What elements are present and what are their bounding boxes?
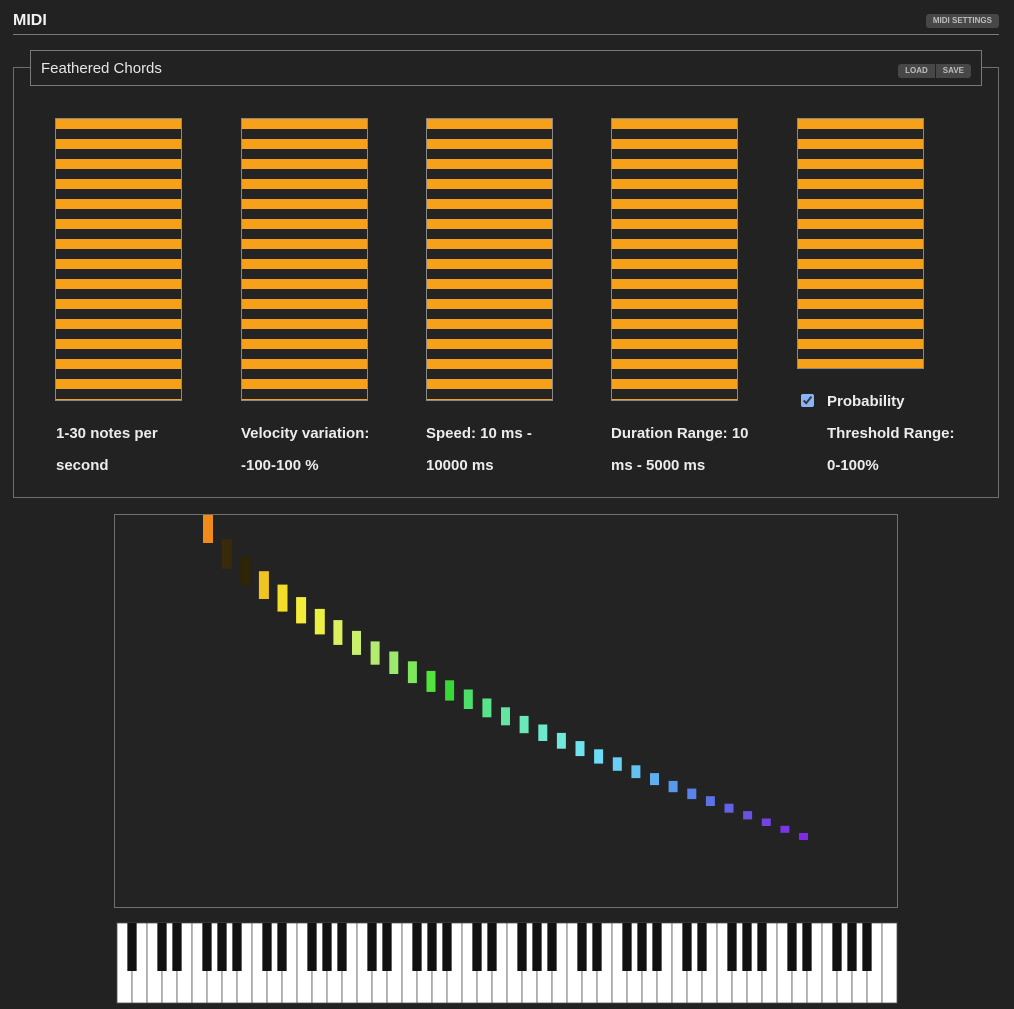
note-block (389, 651, 399, 674)
black-key[interactable] (727, 923, 737, 971)
preset-button-group: LOAD SAVE (898, 64, 971, 78)
note-block (463, 689, 473, 709)
note-block (799, 833, 808, 840)
black-key[interactable] (487, 923, 497, 971)
black-key[interactable] (217, 923, 227, 971)
note-block (556, 732, 566, 749)
duration-range-label: Duration Range: 10 ms - 5000 ms (611, 425, 749, 474)
black-key[interactable] (742, 923, 752, 971)
black-key[interactable] (307, 923, 317, 971)
black-key[interactable] (787, 923, 797, 971)
note-block (221, 539, 232, 569)
black-key[interactable] (547, 923, 557, 971)
speed-label: Speed: 10 ms - 10000 ms (426, 425, 532, 474)
note-block (519, 715, 529, 734)
load-button[interactable]: LOAD (898, 64, 935, 78)
black-key[interactable] (847, 923, 857, 971)
black-key[interactable] (622, 923, 632, 971)
probability-checkbox[interactable] (801, 394, 814, 407)
piano-keyboard[interactable] (116, 922, 898, 1004)
note-block (370, 641, 380, 665)
black-key[interactable] (337, 923, 347, 971)
note-block (780, 825, 790, 833)
note-block (258, 571, 269, 599)
black-key[interactable] (172, 923, 182, 971)
black-key[interactable] (442, 923, 452, 971)
note-block (426, 670, 436, 692)
white-key[interactable] (881, 923, 897, 1003)
note-block (352, 630, 361, 655)
black-key[interactable] (592, 923, 602, 971)
black-key[interactable] (412, 923, 422, 971)
black-key[interactable] (757, 923, 767, 971)
note-block (687, 788, 697, 800)
black-key[interactable] (232, 923, 242, 971)
black-key[interactable] (127, 923, 137, 971)
speed-slider[interactable] (426, 118, 553, 401)
black-key[interactable] (517, 923, 527, 971)
note-block (612, 757, 622, 771)
black-key[interactable] (202, 923, 212, 971)
note-block (240, 556, 251, 585)
note-block (724, 803, 734, 813)
note-block (650, 773, 659, 786)
app-header: MIDI MIDI SETTINGS (13, 12, 999, 35)
black-key[interactable] (832, 923, 842, 971)
black-key[interactable] (262, 923, 272, 971)
note-block (203, 515, 213, 543)
note-visualizer (114, 514, 898, 908)
black-key[interactable] (532, 923, 542, 971)
black-key[interactable] (637, 923, 647, 971)
note-block (333, 620, 343, 645)
black-key[interactable] (472, 923, 482, 971)
black-key[interactable] (577, 923, 587, 971)
black-key[interactable] (427, 923, 437, 971)
black-key[interactable] (697, 923, 707, 971)
notes-per-second-label: 1-30 notes per second (56, 425, 158, 474)
note-block (743, 811, 753, 820)
app-title: MIDI (13, 12, 47, 29)
note-visualizer-canvas (203, 515, 808, 840)
save-button[interactable]: SAVE (935, 64, 971, 78)
black-key[interactable] (382, 923, 392, 971)
note-block (631, 765, 641, 779)
midi-settings-button[interactable]: MIDI SETTINGS (925, 14, 999, 28)
velocity-variation-slider[interactable] (241, 118, 368, 401)
black-key[interactable] (802, 923, 812, 971)
black-key[interactable] (157, 923, 167, 971)
note-block (296, 597, 307, 624)
note-block (761, 818, 771, 826)
note-block (501, 707, 510, 726)
probability-threshold-slider[interactable] (797, 118, 924, 369)
black-key[interactable] (277, 923, 287, 971)
note-block (538, 724, 548, 741)
preset-bar: Feathered Chords LOAD SAVE (30, 50, 982, 86)
note-block (445, 680, 455, 701)
note-block (277, 584, 288, 612)
duration-range-slider[interactable] (611, 118, 738, 401)
black-key[interactable] (322, 923, 332, 971)
note-block (668, 780, 678, 793)
velocity-variation-label: Velocity variation: -100-100 % (241, 425, 370, 474)
note-block (575, 741, 585, 757)
black-key[interactable] (862, 923, 872, 971)
note-block (482, 698, 492, 718)
probability-threshold-label: Probability Threshold Range: 0-100% (827, 393, 955, 474)
piano-keys[interactable] (117, 923, 897, 1003)
note-block (705, 796, 715, 806)
black-key[interactable] (652, 923, 662, 971)
note-block (594, 749, 604, 764)
preset-name: Feathered Chords (41, 60, 162, 77)
note-block (314, 608, 325, 635)
black-key[interactable] (682, 923, 692, 971)
note-block (407, 661, 417, 684)
black-key[interactable] (367, 923, 377, 971)
notes-per-second-slider[interactable] (55, 118, 182, 401)
